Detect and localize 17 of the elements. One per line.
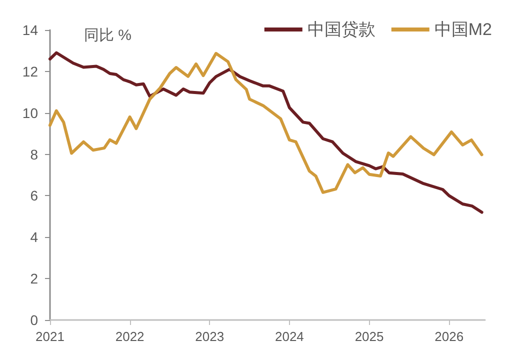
legend-label: 中国贷款 <box>307 20 376 39</box>
x-tick-label: 2025 <box>354 329 384 344</box>
x-tick-label: 2021 <box>36 329 64 344</box>
y-tick-label: 14 <box>22 22 38 38</box>
x-tick-label: 2026 <box>434 329 464 344</box>
y-tick-label: 10 <box>22 104 38 121</box>
y-tick-label: 0 <box>30 312 38 328</box>
y-tick-label: 2 <box>30 270 38 287</box>
y-tick-label: 8 <box>30 146 38 162</box>
x-tick-label: 2024 <box>274 329 304 344</box>
y-tick-label: 6 <box>30 188 38 204</box>
y-tick-label: 4 <box>30 229 38 246</box>
x-tick-label: 2023 <box>195 329 224 344</box>
x-tick-label: 2022 <box>115 329 144 344</box>
y-axis-title: 同比 % <box>84 27 132 44</box>
legend-label: 中国M2 <box>434 20 492 39</box>
y-tick-label: 12 <box>22 63 38 80</box>
